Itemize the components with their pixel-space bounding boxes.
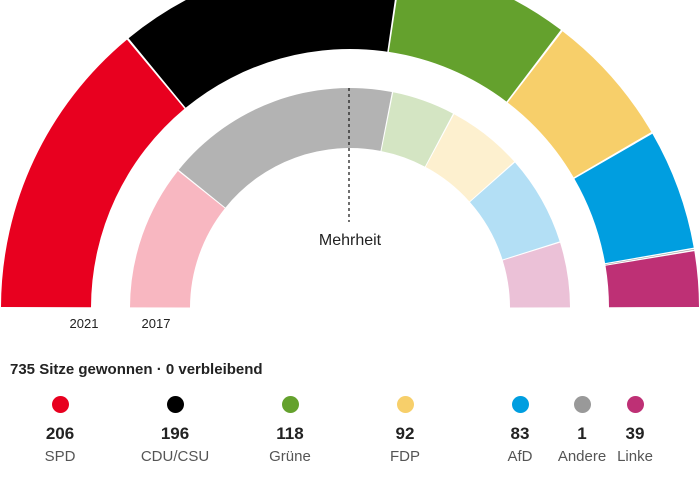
- majority-label: Mehrheit: [319, 232, 382, 249]
- seat-arc-2021-spd: [1, 39, 185, 308]
- parliament-chart: Mehrheit 2021 2017: [1, 0, 699, 331]
- party-seats: 118: [276, 424, 304, 443]
- party-color-dot: [511, 396, 529, 413]
- seat-arc-2017-fdp: [425, 114, 515, 202]
- party-name: SPD: [44, 448, 76, 465]
- party-color-dot: [626, 396, 644, 413]
- seat-arc-2021-gruene: [388, 0, 561, 102]
- inner-ring-label: 2017: [142, 316, 171, 331]
- inner-ring-2017: [130, 87, 570, 308]
- party-seats: 92: [395, 424, 415, 443]
- outer-ring-2021: [1, 0, 699, 308]
- seat-arc-2017-linke: [502, 242, 570, 308]
- party-seats: 83: [510, 424, 530, 443]
- legend-item-linke: 39 Linke: [590, 396, 680, 465]
- party-name: Grüne: [269, 448, 311, 465]
- seat-arc-2017-gruene: [381, 92, 453, 167]
- seat-arc-2021-andere: [605, 249, 695, 265]
- party-seats: 39: [625, 424, 645, 443]
- party-color-dot: [166, 396, 184, 413]
- legend-item-spd: 206 SPD: [15, 396, 105, 465]
- party-seats: 206: [45, 424, 75, 443]
- seat-arc-2021-fdp: [507, 31, 652, 178]
- party-name: AfD: [507, 448, 533, 465]
- legend-item-gruene: 118 Grüne: [245, 396, 335, 465]
- legend-item-fdp: 92 FDP: [360, 396, 450, 465]
- seat-arc-2017-afd: [470, 162, 560, 260]
- legend-item-afd: 83 AfD: [475, 396, 565, 465]
- seat-arc-2021-cdu-csu: [128, 0, 395, 108]
- legend-item-cdu-csu: 196 CDU/CSU: [130, 396, 220, 465]
- party-seats: 196: [160, 424, 190, 443]
- legend-item-andere: 1 Andere: [537, 396, 627, 465]
- seat-arc-2017-cdu-csu: [178, 87, 392, 208]
- seat-arc-2017-spd: [130, 170, 225, 308]
- party-name: Linke: [617, 448, 653, 465]
- seat-arc-2021-afd: [574, 133, 694, 264]
- seats-summary: 735 Sitze gewonnen · 0 verbleibend: [10, 361, 263, 378]
- party-name: FDP: [390, 448, 420, 465]
- party-name: CDU/CSU: [140, 448, 210, 465]
- party-color-dot: [281, 396, 299, 413]
- party-color-dot: [396, 396, 414, 413]
- party-color-dot: [51, 396, 69, 413]
- seat-arc-2021-linke: [605, 251, 699, 308]
- party-color-dot: [573, 396, 591, 413]
- outer-ring-label: 2021: [70, 316, 99, 331]
- party-name: Andere: [557, 448, 607, 465]
- party-seats: 1: [577, 424, 587, 443]
